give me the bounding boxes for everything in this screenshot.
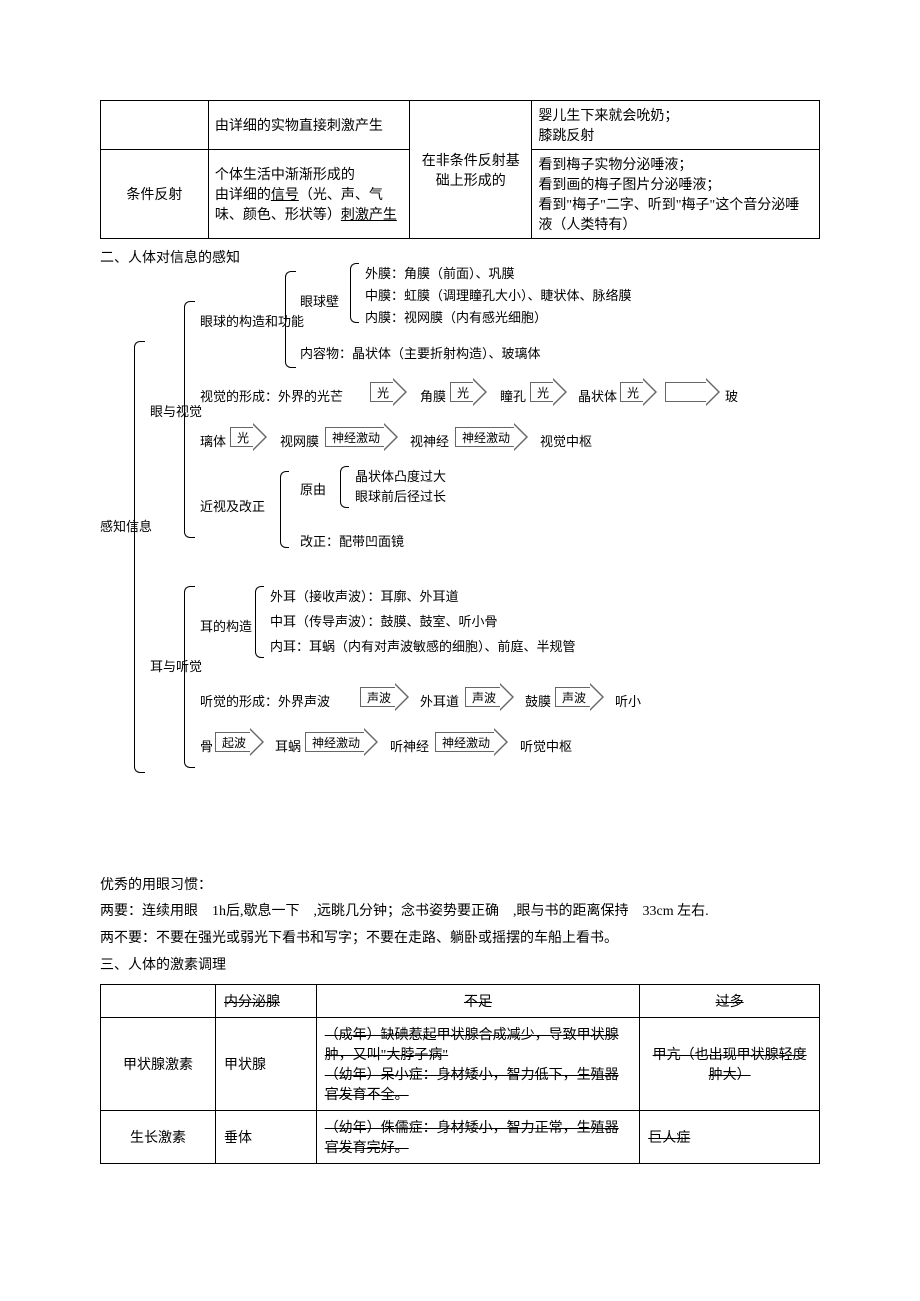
pupil: 瞳孔 — [500, 386, 526, 405]
arrow-light3: 光 — [530, 382, 553, 402]
optic-nerve: 视神经 — [410, 431, 449, 450]
cell-blank — [101, 101, 209, 150]
gland-name: 垂体 — [216, 1111, 317, 1164]
arrow-light2: 光 — [450, 382, 473, 402]
bone: 骨 — [200, 736, 213, 755]
cell-desc: 由详细的实物直接刺激产生 — [208, 101, 409, 150]
table-header-row: 内分泌腺 不足 过多 — [101, 985, 820, 1018]
lens: 晶状体 — [578, 386, 617, 405]
table-row: 由详细的实物直接刺激产生 在非条件反射基础上形成的 婴儿生下来就会吮奶； 膝跳反… — [101, 101, 820, 150]
vitreous-part2: 璃体 — [200, 431, 226, 450]
retina: 视网膜 — [280, 431, 319, 450]
brace-myopia — [280, 471, 289, 548]
outer-ear: 外耳（接收声波）：耳廓、外耳道 — [270, 586, 459, 605]
cell-example: 看到梅子实物分泌唾液； 看到画的梅子图片分泌唾液； 看到"梅子"二字、听到"梅子… — [532, 150, 820, 239]
eye-struct-label: 眼球的构造和功能 — [200, 311, 280, 330]
myopia-r1: 晶状体凸度过大 — [355, 466, 446, 485]
arrow-sound2: 声波 — [465, 687, 500, 707]
brace-myopia-reason — [340, 466, 349, 508]
section-3-title: 三、人体的激素调理 — [100, 954, 820, 974]
gland-name: 甲状腺 — [216, 1018, 317, 1111]
hearing-center: 听觉中枢 — [520, 736, 572, 755]
arrow-blank1 — [665, 382, 706, 402]
myopia-label: 近视及改正 — [200, 496, 265, 515]
eye-habits-title: 优秀的用眼习惯： — [100, 875, 820, 897]
excess-cell: 甲亢（也出现甲状腺轻度肿大） — [640, 1018, 820, 1111]
excess-cell: 巨人症 — [640, 1111, 820, 1164]
brace-eye-wall — [350, 263, 359, 323]
brace-root — [134, 341, 145, 773]
arrow-impulse2: 神经激动 — [455, 427, 514, 447]
arrow-light4: 光 — [620, 382, 643, 402]
arrow-light5: 光 — [230, 427, 253, 447]
eardrum: 鼓膜 — [525, 691, 551, 710]
deficiency-cell: （幼年）侏儒症：身材矮小，智力正常，生殖器官发育完好。 — [316, 1111, 640, 1164]
myopia-fix: 改正：配带凹面镜 — [300, 531, 404, 550]
table-row-growth: 生长激素 垂体 （幼年）侏儒症：身材矮小，智力正常，生殖器官发育完好。 巨人症 — [101, 1111, 820, 1164]
vitreous-part1: 玻 — [725, 386, 738, 405]
ear-struct-label: 耳的构造 — [200, 616, 252, 635]
eye-wall-label: 眼球壁 — [300, 291, 339, 310]
perception-diagram: 感知信息 眼与视觉 眼球的构造和功能 眼球壁 外膜：角膜（前面）、巩膜 中膜：虹… — [100, 271, 820, 871]
arrow-impulse-h2: 神经激动 — [435, 732, 494, 752]
two-yes: 两要：连续用眼 1h后,歇息一下 ,远眺几分钟；念书姿势要正确 ,眼与书的距离保… — [100, 901, 820, 923]
outer-membrane: 外膜：角膜（前面）、巩膜 — [365, 263, 515, 282]
ossicle: 听小 — [615, 691, 641, 710]
brace-eye — [184, 301, 195, 538]
inner-ear: 内耳：耳蜗（内有对声波敏感的细胞）、前庭、半规管 — [270, 636, 576, 655]
arrow-sound1: 声波 — [360, 687, 395, 707]
col-gland: 内分泌腺 — [216, 985, 317, 1018]
table-row-thyroid: 甲状腺激素 甲状腺 （成年）缺碘惹起甲状腺合成减少，导致甲状腺肿，又叫"大脖子病… — [101, 1018, 820, 1111]
vision-center: 视觉中枢 — [540, 431, 592, 450]
mid-ear: 中耳（传导声波）：鼓膜、鼓室、听小骨 — [270, 611, 498, 630]
hearing-formation-label: 听觉的形成：外界声波 — [200, 691, 330, 710]
cell-based-on: 在非条件反射基础上形成的 — [410, 101, 532, 239]
underlined-signal: 信号 — [271, 188, 299, 203]
mid-membrane: 中膜：虹膜（调理瞳孔大小）、睫状体、脉络膜 — [365, 285, 632, 304]
col-more: 过多 — [640, 985, 820, 1018]
thyroid-less2: （幼年）呆小症：身材矮小，智力低下，生殖器官发育不全。 — [325, 1068, 619, 1103]
hormone-name: 生长激素 — [101, 1111, 216, 1164]
two-no: 两不要：不要在强光或弱光下看书和写字；不要在走路、躺卧或摇摆的车船上看书。 — [100, 928, 820, 950]
inner-membrane: 内膜：视网膜（内有感光细胞） — [365, 307, 547, 326]
cochlea: 耳蜗 — [275, 736, 301, 755]
hormone-name: 甲状腺激素 — [101, 1018, 216, 1111]
deficiency-cell: （成年）缺碘惹起甲状腺合成减少，导致甲状腺肿，又叫"大脖子病" （幼年）呆小症：… — [316, 1018, 640, 1111]
eye-contents: 内容物：晶状体（主要折射构造）、玻璃体 — [300, 343, 541, 362]
myopia-r2: 眼球前后径过长 — [355, 486, 446, 505]
arrow-light1: 光 — [370, 382, 393, 402]
cornea: 角膜 — [420, 386, 446, 405]
hormone-table: 内分泌腺 不足 过多 甲状腺激素 甲状腺 （成年）缺碘惹起甲状腺合成减少，导致甲… — [100, 984, 820, 1164]
thyroid-less1: （成年）缺碘惹起甲状腺合成减少，导致甲状腺肿，又叫"大脖子病" — [325, 1028, 619, 1063]
arrow-sound3: 声波 — [555, 687, 590, 707]
ear-canal: 外耳道 — [420, 691, 459, 710]
arrow-impulse1: 神经激动 — [325, 427, 384, 447]
vision-formation-label: 视觉的形成：外界的光芒 — [200, 386, 343, 405]
arrow-wave: 起波 — [215, 732, 250, 752]
col-less: 不足 — [316, 985, 640, 1018]
cell-example: 婴儿生下来就会吮奶； 膝跳反射 — [532, 101, 820, 150]
ear-hearing-label: 耳与听觉 — [150, 656, 180, 675]
brace-ear — [184, 586, 195, 768]
cell-desc: 个体生活中渐渐形成的由详细的信号（光、声、气味、颜色、形状等）刺激产生 — [208, 150, 409, 239]
cell-label: 条件反射 — [101, 150, 209, 239]
brace-ear-struct — [255, 586, 264, 658]
auditory-nerve: 听神经 — [390, 736, 429, 755]
myopia-reason: 原由 — [300, 479, 326, 498]
arrow-impulse-h1: 神经激动 — [305, 732, 364, 752]
eye-vision-label: 眼与视觉 — [150, 401, 180, 420]
brace-eye-struct — [285, 271, 296, 368]
reflex-table: 由详细的实物直接刺激产生 在非条件反射基础上形成的 婴儿生下来就会吮奶； 膝跳反… — [100, 100, 820, 239]
